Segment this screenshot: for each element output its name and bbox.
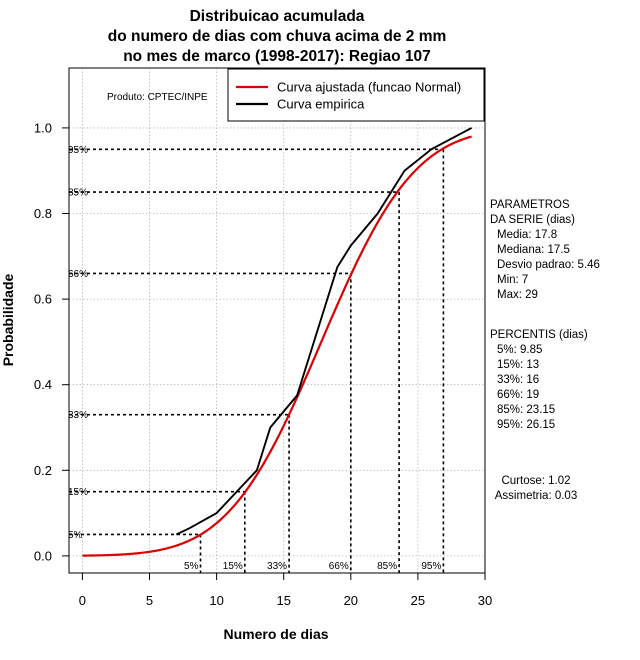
percentile-reference-lines: 5% 5% 15% 15% 33% 33% 66% 66% 85% 85% 95% 95% <box>68 145 445 573</box>
y-tick-label: 0.4 <box>34 377 52 392</box>
y-tick-label: 1.0 <box>34 120 52 135</box>
percentile-x-label: 95% <box>421 561 441 572</box>
percentil-line: 66%: 19 <box>497 389 539 401</box>
percentil-line: 15%: 13 <box>497 359 539 371</box>
parametros-heading: PARAMETROS <box>490 199 570 211</box>
percentile-y-label: 15% <box>68 487 88 498</box>
x-tick-label: 10 <box>209 593 223 608</box>
chart-title: Distribuicao acumulada do numero de dias … <box>108 8 447 65</box>
series-empirical <box>175 127 473 536</box>
x-tick-label: 15 <box>276 593 290 608</box>
title-line: Distribuicao acumulada <box>190 8 365 25</box>
title-line: do numero de dias com chuva acima de 2 m… <box>108 28 447 45</box>
percentile-x-label: 15% <box>223 561 243 572</box>
grid <box>69 68 486 573</box>
percentile-x-label: 66% <box>329 561 349 572</box>
parametro-line: Mediana: 17.5 <box>497 244 570 256</box>
statistics-panel: PARAMETROS DA SERIE (dias) Media: 17.8 Medi… <box>490 199 600 502</box>
percentil-line: 5%: 9.85 <box>497 344 542 356</box>
y-tick-label: 0.8 <box>34 206 52 221</box>
parametro-line: Media: 17.8 <box>497 229 557 241</box>
x-tick-label: 5 <box>146 593 153 608</box>
x-axis: 0 5 10 15 20 25 30 <box>79 572 492 608</box>
title-line: no mes de marco (1998-2017): Regiao 107 <box>123 48 431 65</box>
percentile-y-label: 85% <box>68 188 88 199</box>
shape-stat-line: Curtose: 1.02 <box>501 475 570 487</box>
product-label: Produto: CPTEC/INPE <box>107 92 208 103</box>
percentile-x-label: 85% <box>377 561 397 572</box>
parametro-line: Max: 29 <box>497 289 538 301</box>
percentile-x-label: 33% <box>267 561 287 572</box>
x-tick-label: 25 <box>411 593 425 608</box>
percentil-line: 85%: 23.15 <box>497 404 555 416</box>
y-tick-label: 0.6 <box>34 292 52 307</box>
y-tick-label: 0.2 <box>34 463 52 478</box>
parametros-heading: DA SERIE (dias) <box>490 214 575 226</box>
legend-box <box>227 68 485 122</box>
legend-entry: Curva ajustada (funcao Normal) <box>277 80 461 95</box>
percentil-line: 33%: 16 <box>497 374 539 386</box>
y-tick-label: 0.0 <box>34 548 52 563</box>
parametro-line: Desvio padrao: 5.46 <box>497 259 600 271</box>
percentile-y-label: 95% <box>68 145 88 156</box>
y-axis: 0.0 0.2 0.4 0.6 0.8 1.0 <box>34 120 69 563</box>
percentile-y-label: 66% <box>68 269 88 280</box>
shape-stat-line: Assimetria: 0.03 <box>495 490 577 502</box>
x-tick-label: 0 <box>79 593 86 608</box>
legend: Curva ajustada (funcao Normal) Curva empi… <box>227 68 485 122</box>
series-lines <box>82 127 473 557</box>
series-fitted-normal <box>82 135 472 557</box>
percentile-y-label: 33% <box>68 410 88 421</box>
plot-frame <box>68 67 486 574</box>
x-tick-label: 30 <box>478 593 492 608</box>
y-axis-label: Probabilidade <box>0 274 16 367</box>
percentil-line: 95%: 26.15 <box>497 419 555 431</box>
legend-entry: Curva empirica <box>277 97 365 112</box>
parametro-line: Min: 7 <box>497 274 528 286</box>
percentis-heading: PERCENTIS (dias) <box>490 329 588 341</box>
x-tick-label: 20 <box>344 593 358 608</box>
x-axis-label: Numero de dias <box>223 626 328 642</box>
percentile-x-label: 5% <box>184 561 199 572</box>
percentile-y-label: 5% <box>68 530 83 541</box>
